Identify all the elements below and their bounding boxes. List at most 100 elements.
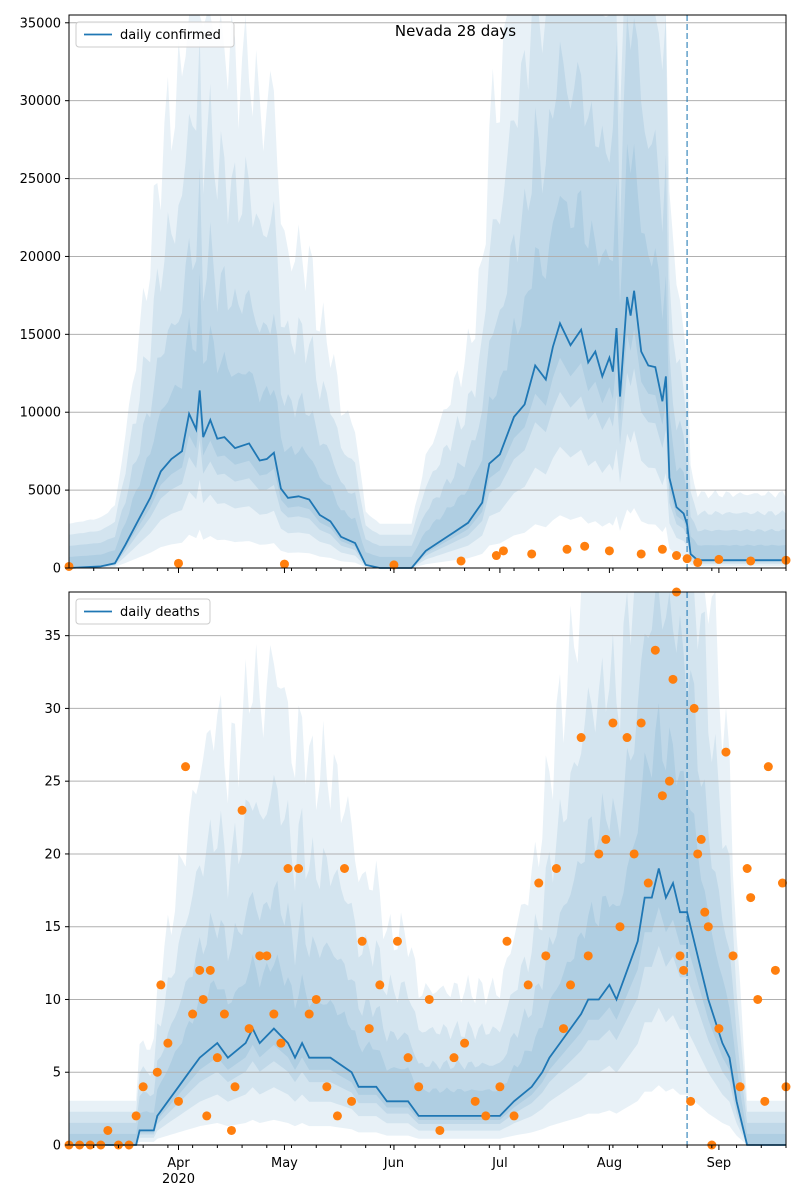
- deaths-data-point: [541, 951, 551, 961]
- confirmed-band-2: [69, 15, 786, 568]
- deaths-data-point: [583, 951, 593, 961]
- deaths-data-point: [703, 922, 713, 932]
- deaths-data-point: [138, 1082, 148, 1092]
- deaths-data-point: [679, 965, 689, 975]
- deaths-band-2: [69, 592, 786, 1145]
- deaths-data-point: [558, 1024, 568, 1034]
- deaths-data-point: [714, 1024, 724, 1034]
- deaths-data-point: [449, 1053, 459, 1063]
- deaths-ytick-label: 35: [44, 629, 61, 644]
- deaths-data-point: [770, 965, 780, 975]
- deaths-y-axis: 0 5 10 15 20 25 30 35: [44, 629, 69, 1154]
- deaths-data-point: [244, 1024, 254, 1034]
- deaths-data-point: [294, 864, 304, 873]
- deaths-data-point: [742, 864, 752, 873]
- legend-label: daily confirmed: [120, 28, 221, 43]
- deaths-data-point: [103, 1125, 113, 1135]
- deaths-data-point: [566, 980, 576, 990]
- deaths-data-point: [195, 965, 205, 975]
- deaths-data-point: [188, 1009, 198, 1019]
- deaths-xtick-label: Sep: [707, 1156, 732, 1171]
- confirmed-plot-frame: [68, 14, 787, 569]
- deaths-data-point: [435, 1125, 445, 1135]
- confirmed-data-point: [456, 556, 466, 566]
- deaths-data-point: [502, 936, 512, 946]
- deaths-data-point: [283, 864, 293, 873]
- deaths-data-point: [636, 718, 646, 728]
- deaths-ytick-label: 0: [53, 1139, 61, 1154]
- deaths-data-point: [347, 1096, 357, 1106]
- deaths-data-point: [205, 965, 215, 975]
- deaths-data-point: [650, 645, 660, 655]
- deaths-data-point: [424, 994, 434, 1004]
- confirmed-observed-points: [64, 541, 791, 571]
- deaths-data-point: [509, 1111, 519, 1121]
- deaths-band-3: [69, 592, 786, 1145]
- deaths-ytick-label: 15: [44, 920, 61, 935]
- deaths-data-point: [746, 893, 756, 903]
- deaths-data-point: [523, 980, 533, 990]
- confirmed-ytick-label: 0: [53, 562, 61, 577]
- legend-label: daily deaths: [120, 605, 200, 620]
- confirmed-data-point: [682, 554, 692, 564]
- deaths-observed-points: [64, 587, 791, 1150]
- deaths-data-point: [237, 805, 247, 815]
- deaths-band-1: [69, 702, 786, 1145]
- confirmed-ytick-label: 20000: [20, 250, 61, 265]
- confirmed-uncertainty-bands: [69, 15, 786, 568]
- chart-title: Nevada 28 days: [395, 22, 516, 40]
- deaths-data-point: [339, 864, 349, 873]
- confirmed-ytick-label: 30000: [20, 94, 61, 109]
- deaths-data-point: [460, 1038, 470, 1048]
- confirmed-ytick-label: 5000: [28, 484, 61, 499]
- deaths-data-point: [721, 747, 731, 757]
- deaths-data-point: [629, 849, 639, 859]
- confirmed-y-axis: 0 5000 10000 15000 20000 25000 30000 35000: [20, 16, 69, 577]
- deaths-data-point: [470, 1096, 480, 1106]
- confirmed-data-point: [672, 551, 682, 561]
- deaths-data-point: [675, 951, 685, 961]
- deaths-xtick-label: Apr: [167, 1156, 190, 1171]
- confirmed-data-point: [636, 549, 646, 559]
- confirmed-data-point: [580, 541, 590, 551]
- deaths-data-point: [735, 1082, 745, 1092]
- deaths-central-line: [69, 868, 786, 1146]
- deaths-ytick-label: 30: [44, 702, 61, 717]
- deaths-data-point: [495, 1082, 505, 1092]
- deaths-data-point: [643, 878, 653, 888]
- deaths-data-point: [262, 951, 272, 961]
- deaths-data-point: [357, 936, 367, 946]
- deaths-data-point: [551, 864, 561, 873]
- deaths-data-point: [481, 1111, 491, 1121]
- deaths-data-point: [760, 1096, 770, 1106]
- deaths-data-point: [700, 907, 710, 917]
- deaths-data-point: [414, 1082, 424, 1092]
- legend-box: [75, 598, 211, 625]
- deaths-data-point: [230, 1082, 240, 1092]
- deaths-xtick-label: Jul: [491, 1156, 508, 1171]
- deaths-data-point: [219, 1009, 229, 1019]
- deaths-data-point: [753, 994, 763, 1004]
- deaths-data-point: [304, 1009, 314, 1019]
- confirmed-central-line: [68, 290, 786, 569]
- confirmed-data-point: [279, 559, 289, 569]
- confirmed-band-4: [69, 15, 786, 568]
- confirmed-ytick-label: 15000: [20, 328, 61, 343]
- deaths-data-point: [601, 834, 611, 844]
- deaths-data-point: [696, 834, 706, 844]
- deaths-data-point: [255, 951, 265, 961]
- confirmed-data-point: [173, 558, 183, 568]
- deaths-band-4: [69, 592, 786, 1145]
- confirmed-ytick-label: 35000: [20, 16, 61, 31]
- deaths-data-point: [622, 733, 632, 743]
- deaths-data-point: [657, 791, 667, 801]
- confirmed-data-point: [746, 556, 756, 566]
- legend-box: [75, 21, 235, 48]
- deaths-data-point: [212, 1053, 222, 1063]
- confirmed-line-series: [68, 290, 786, 569]
- deaths-xtick-label: Aug: [597, 1156, 622, 1171]
- deaths-data-point: [173, 1096, 183, 1106]
- deaths-data-point: [664, 776, 674, 786]
